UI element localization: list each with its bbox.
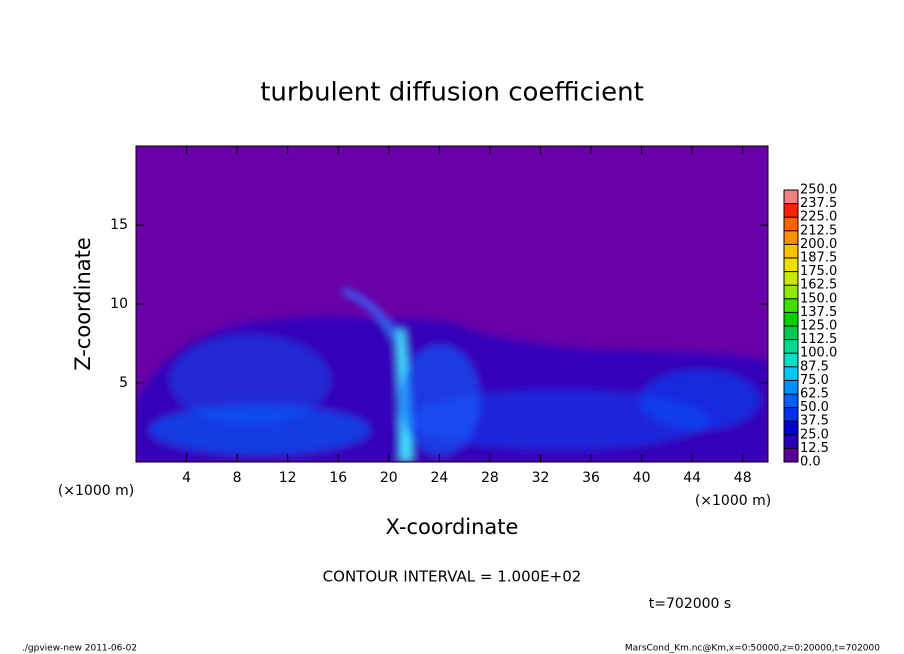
x-tick-label: 28 [481, 470, 499, 486]
x-tick-label: 4 [182, 470, 191, 486]
colorbar-label: 200.0 [800, 237, 837, 252]
colorbar-label: 87.5 [800, 359, 829, 374]
x-tick-label: 44 [683, 470, 701, 486]
unit-label: (×1000 m) [58, 483, 134, 499]
colorbar-band [784, 353, 798, 367]
colorbar-band [784, 448, 798, 462]
colorbar-band [784, 285, 798, 299]
colorbar-label: 175.0 [800, 264, 837, 279]
colorbar-band [784, 394, 798, 408]
colorbar-band [784, 380, 798, 394]
x-tick-label: 24 [430, 470, 448, 486]
colorbar-band [784, 203, 798, 218]
colorbar-label: 212.5 [800, 223, 837, 238]
colorbar-label: 100.0 [800, 346, 837, 361]
colorbar-label: 112.5 [800, 332, 837, 347]
x-tick-label: 8 [233, 470, 242, 486]
colorbar-label: 125.0 [800, 319, 837, 334]
chart-title: turbulent diffusion coefficient [260, 78, 644, 108]
colorbar-band [784, 434, 798, 449]
colorbar-label: 250.0 [800, 183, 837, 198]
colorbar-label: 50.0 [800, 400, 829, 415]
field [136, 288, 768, 462]
colorbar-label: 237.5 [800, 196, 837, 211]
colorbar-band [784, 271, 798, 286]
colorbar-label: 62.5 [800, 387, 829, 402]
colorbar-label: 225.0 [800, 210, 837, 225]
colorbar-label: 75.0 [800, 373, 829, 388]
colorbar-label: 162.5 [800, 278, 837, 293]
colorbar-label: 187.5 [800, 251, 837, 266]
contour-interval: CONTOUR INTERVAL = 1.000E+02 [323, 568, 582, 586]
footer-right: MarsCond_Km.nc@Km,x=0:50000,z=0:20000,t=… [625, 644, 880, 654]
colorbar-label: 150.0 [800, 291, 837, 306]
colorbar-band [784, 312, 798, 326]
colorbar-label: 0.0 [800, 455, 821, 470]
unit-label: (×1000 m) [695, 493, 771, 509]
colorbar-label: 25.0 [800, 427, 829, 442]
colorbar-band [784, 339, 798, 354]
y-axis-label: Z-coordinate [71, 237, 95, 371]
colorbar-band [784, 230, 798, 245]
colorbar-band [784, 258, 798, 272]
x-tick-label: 40 [633, 470, 651, 486]
time-label: t=702000 s [649, 596, 731, 612]
colorbar-band [784, 298, 798, 313]
x-tick-label: 20 [380, 470, 398, 486]
colorbar-band [784, 407, 798, 422]
colorbar-band [784, 244, 798, 258]
colorbar-label: 137.5 [800, 305, 837, 320]
colorbar-band [784, 190, 798, 204]
x-tick-label: 36 [582, 470, 600, 486]
colorbar-band [784, 421, 798, 435]
colorbar-band [784, 366, 798, 381]
x-tick-label: 48 [734, 470, 752, 486]
y-tick-label: 5 [119, 375, 128, 391]
x-axis-label: X-coordinate [386, 515, 519, 539]
x-tick-label: 12 [279, 470, 297, 486]
colorbar-band [784, 326, 798, 340]
x-tick-label: 32 [532, 470, 550, 486]
y-tick-label: 15 [110, 217, 128, 233]
colorbar-band [784, 217, 798, 231]
x-tick-label: 16 [329, 470, 347, 486]
y-tick-label: 10 [110, 296, 128, 312]
colorbar-label: 37.5 [800, 414, 829, 429]
footer-left: ./gpview-new 2011-06-02 [22, 644, 137, 654]
colorbar-label: 12.5 [800, 441, 829, 456]
